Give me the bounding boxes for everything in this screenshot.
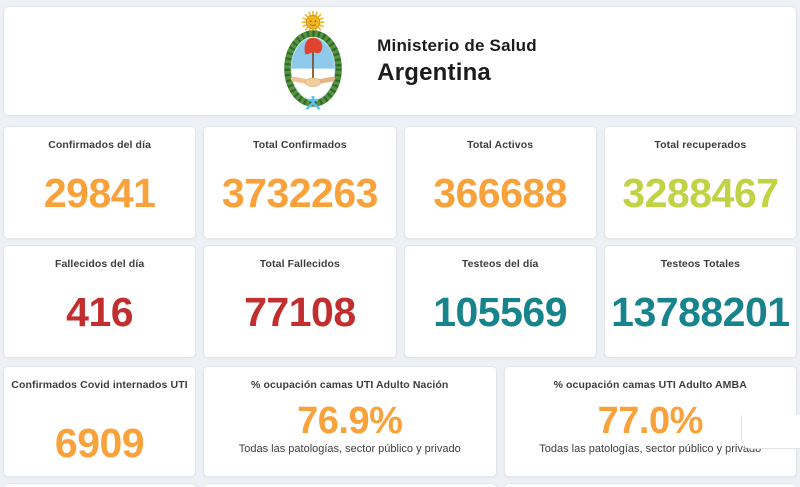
stat-value: 3288467: [622, 170, 779, 216]
stat-card-fallecidos-del-dia[interactable]: Fallecidos del día 416: [3, 245, 197, 358]
stats-row-4-partial: [3, 483, 797, 487]
ministry-title: Ministerio de Salud: [377, 36, 537, 55]
stat-card-total-confirmados[interactable]: Total Confirmados 3732263: [203, 126, 397, 239]
stat-card-confirmados-del-dia[interactable]: Confirmados del día 29841: [3, 126, 197, 239]
stat-subtitle: Todas las patologías, sector público y p…: [238, 443, 461, 455]
stat-value: 77.0%: [597, 400, 704, 442]
argentina-coat-of-arms-logo: [284, 10, 343, 111]
stat-card-testeos-del-dia[interactable]: Testeos del día 105569: [403, 245, 597, 358]
stat-value: 77108: [244, 289, 356, 335]
stat-title: Confirmados del día: [48, 139, 152, 151]
stats-row-1: Confirmados del día 29841 Total Confirma…: [3, 126, 797, 239]
stat-card-total-fallecidos[interactable]: Total Fallecidos 77108: [203, 245, 397, 358]
stat-title: Testeos Totales: [660, 258, 741, 270]
stat-value: 366688: [433, 170, 568, 216]
stat-title: % ocupación camas UTI Adulto AMBA: [553, 379, 747, 391]
stat-card-testeos-totales[interactable]: Testeos Totales 13788201: [603, 245, 797, 358]
stat-title: Total Activos: [467, 139, 534, 151]
stat-title: Testeos del día: [461, 258, 539, 270]
stat-card-ocupacion-uti-nacion[interactable]: % ocupación camas UTI Adulto Nación 76.9…: [203, 366, 497, 477]
country-title: Argentina: [377, 59, 491, 86]
stat-value: 105569: [433, 289, 568, 335]
stat-title: Total recuperados: [654, 139, 747, 151]
stat-card-uti-internados[interactable]: Confirmados Covid internados UTI 6909: [3, 366, 196, 477]
stat-value: 6909: [54, 420, 145, 466]
stat-card-total-activos[interactable]: Total Activos 366688: [403, 126, 597, 239]
stat-value: 29841: [43, 170, 156, 216]
stat-value: 416: [66, 289, 134, 335]
stat-card-partial[interactable]: [503, 483, 797, 487]
floating-panel: [741, 415, 800, 449]
stat-value: 76.9%: [297, 400, 403, 442]
stat-title: Total Fallecidos: [259, 258, 340, 270]
stat-card-partial[interactable]: [203, 483, 497, 487]
header-banner: Ministerio de Salud Argentina: [3, 6, 797, 116]
stat-title: Confirmados Covid internados UTI: [11, 379, 188, 391]
stat-title: Total Confirmados: [253, 139, 347, 151]
stat-card-partial[interactable]: [3, 483, 196, 487]
stat-value: 3732263: [221, 170, 379, 216]
stat-card-total-recuperados[interactable]: Total recuperados 3288467: [603, 126, 797, 239]
stats-row-2: Fallecidos del día 416 Total Fallecidos …: [3, 245, 797, 358]
stat-subtitle: Todas las patologías, sector público y p…: [539, 443, 762, 455]
stat-title: % ocupación camas UTI Adulto Nación: [251, 379, 449, 391]
stats-row-3: Confirmados Covid internados UTI 6909 % …: [3, 366, 797, 477]
stat-title: Fallecidos del día: [54, 258, 145, 270]
stat-value: 13788201: [611, 289, 790, 335]
